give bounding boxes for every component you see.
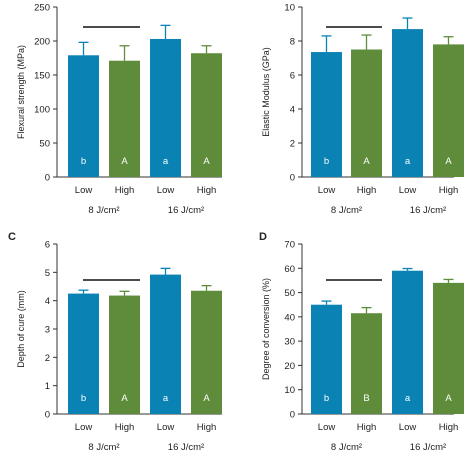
- x-tick-label: High: [357, 422, 377, 433]
- y-tick-label: 30: [284, 337, 295, 348]
- bar-label: b: [81, 156, 86, 167]
- y-tick-label: 6: [45, 240, 50, 251]
- group-label: 8 J/cm²: [88, 205, 119, 216]
- y-tick-label: 6: [290, 71, 295, 82]
- bar: [433, 44, 464, 178]
- bar-label: A: [121, 393, 128, 404]
- y-tick-label: 0: [45, 410, 50, 421]
- x-tick-label: Low: [318, 422, 336, 433]
- x-tick-label: Low: [75, 422, 93, 433]
- bar-label: A: [445, 393, 452, 404]
- y-axis-label: Flexural strength (MPa): [16, 45, 26, 139]
- bar: [109, 60, 140, 177]
- bar: [392, 270, 423, 414]
- y-tick-label: 200: [34, 37, 50, 48]
- y-tick-label: 0: [290, 410, 295, 421]
- y-tick-label: 4: [45, 296, 50, 307]
- x-tick-label: Low: [399, 422, 417, 433]
- x-tick-label: High: [197, 185, 217, 196]
- x-tick-label: Low: [318, 185, 336, 196]
- group-label: 8 J/cm²: [88, 442, 119, 453]
- y-tick-label: 4: [290, 105, 295, 116]
- bar: [150, 38, 181, 178]
- bar-label: a: [163, 156, 169, 167]
- y-tick-label: 50: [39, 139, 50, 150]
- y-tick-label: 20: [284, 361, 295, 372]
- bar: [351, 313, 382, 414]
- panel-letter: D: [259, 231, 267, 243]
- y-tick-label: 150: [34, 71, 50, 82]
- bar: [351, 49, 382, 177]
- x-tick-label: High: [439, 185, 459, 196]
- group-label: 8 J/cm²: [331, 442, 362, 453]
- x-tick-label: Low: [157, 185, 175, 196]
- y-axis-label: Depth of cure (mm): [16, 290, 26, 368]
- group-label: 8 J/cm²: [331, 205, 362, 216]
- panel-1: 0 50 100 150 200 250 Flexural strength (MPa) b L…: [16, 3, 222, 216]
- x-tick-label: Low: [75, 185, 93, 196]
- bar-label: b: [324, 393, 329, 404]
- bar-label: b: [324, 156, 329, 167]
- group-label: 16 J/cm²: [410, 205, 446, 216]
- y-tick-label: 250: [34, 3, 50, 14]
- y-tick-label: 5: [45, 268, 50, 279]
- bar: [68, 293, 99, 414]
- panel-letter: C: [8, 231, 16, 243]
- bar-label: b: [81, 393, 86, 404]
- bar-label: a: [405, 156, 411, 167]
- y-tick-label: 10: [284, 385, 295, 396]
- y-tick-label: 0: [290, 173, 295, 184]
- group-label: 16 J/cm²: [168, 205, 204, 216]
- bar: [68, 55, 99, 177]
- bar-label: A: [121, 156, 128, 167]
- y-tick-label: 60: [284, 264, 295, 275]
- bar-label: A: [203, 156, 210, 167]
- panel-4: D 0 10 20 30 40 50 60 70 Degree of conversion (%)…: [259, 231, 464, 453]
- group-label: 16 J/cm²: [410, 442, 446, 453]
- bar-label: A: [203, 393, 210, 404]
- bar-label: A: [363, 156, 370, 167]
- panel-3: C 0 1 2 3 4 5 6 Depth of cure (mm) b Low A High a Low A…: [8, 231, 222, 453]
- x-tick-label: High: [357, 185, 377, 196]
- y-tick-label: 10: [284, 3, 295, 14]
- y-tick-label: 8: [290, 37, 295, 48]
- bar-label: B: [363, 393, 369, 404]
- y-tick-label: 70: [284, 240, 295, 251]
- x-tick-label: High: [439, 422, 459, 433]
- bar: [191, 53, 222, 177]
- x-tick-label: Low: [399, 185, 417, 196]
- y-tick-label: 40: [284, 312, 295, 323]
- bar: [150, 274, 181, 414]
- x-tick-label: High: [197, 422, 217, 433]
- y-tick-label: 50: [284, 288, 295, 299]
- bar: [191, 290, 222, 414]
- x-tick-label: High: [115, 422, 135, 433]
- bar: [433, 282, 464, 414]
- bar-label: a: [163, 393, 169, 404]
- bar-label: A: [445, 156, 452, 167]
- y-tick-label: 2: [45, 353, 50, 364]
- group-label: 16 J/cm²: [168, 442, 204, 453]
- bar: [109, 295, 140, 414]
- y-tick-label: 1: [45, 381, 50, 392]
- x-tick-label: High: [115, 185, 135, 196]
- x-tick-label: Low: [157, 422, 175, 433]
- y-axis-label: Degree of conversion (%): [261, 278, 271, 380]
- bar: [392, 29, 423, 177]
- y-tick-label: 0: [45, 173, 50, 184]
- y-tick-label: 3: [45, 325, 50, 336]
- bar: [311, 52, 342, 177]
- bar-label: a: [405, 393, 411, 404]
- y-tick-label: 2: [290, 139, 295, 150]
- y-axis-label: Elastic Modulus (GPa): [261, 47, 271, 137]
- panel-2: 0 2 4 6 8 10 Elastic Modulus (GPa) b Low A High a Lo…: [261, 3, 464, 216]
- y-tick-label: 100: [34, 105, 50, 116]
- bar: [311, 304, 342, 414]
